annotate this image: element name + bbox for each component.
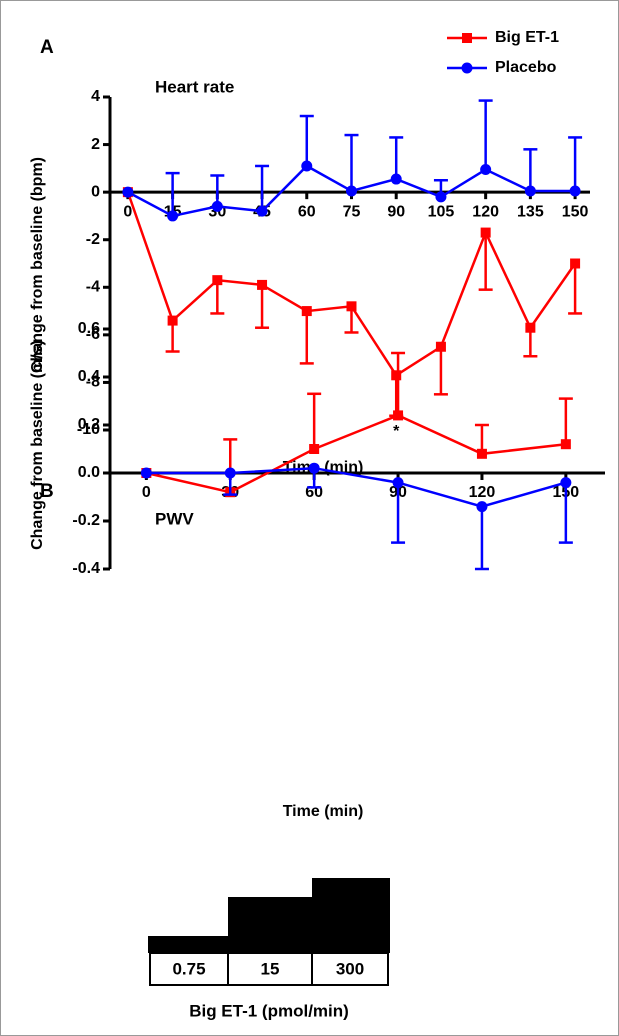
chart-title: PWV — [155, 509, 194, 528]
y-tick-label: 0 — [91, 183, 100, 200]
legend-marker — [462, 33, 472, 43]
marker — [167, 315, 178, 326]
marker — [301, 160, 313, 172]
y-tick-label: -0.4 — [72, 560, 100, 577]
y-tick-label: 0.6 — [78, 320, 100, 337]
marker — [435, 341, 446, 352]
series-line — [146, 466, 567, 508]
y-tick-label: 0.0 — [78, 464, 100, 481]
marker — [524, 185, 536, 197]
x-tick-label: 135 — [517, 203, 544, 220]
marker — [390, 173, 402, 185]
series — [122, 99, 583, 222]
y-axis-label: Change from baseline (bpm) — [29, 157, 46, 373]
marker — [211, 200, 223, 212]
y-tick-label: -4 — [86, 279, 100, 296]
x-tick-label: 60 — [298, 203, 316, 220]
x-tick-label: 90 — [387, 203, 405, 220]
dose-step — [312, 878, 390, 953]
dose-text: 300 — [336, 959, 364, 978]
marker — [393, 410, 404, 421]
y-tick-label: 2 — [91, 136, 100, 153]
chart-title: Heart rate — [155, 77, 234, 96]
dose-text: 15 — [261, 959, 280, 978]
marker — [560, 477, 572, 489]
y-tick-label: -10 — [77, 421, 100, 438]
y-tick-label: -2 — [86, 231, 100, 248]
marker — [167, 210, 179, 222]
x-tick-label: 0 — [142, 484, 151, 501]
series — [140, 462, 573, 571]
y-tick-label: 0.4 — [78, 368, 100, 385]
marker — [212, 275, 223, 286]
marker — [476, 448, 487, 459]
x-tick-label: 75 — [343, 203, 361, 220]
dose-box — [311, 952, 389, 986]
y-tick-label: -0.2 — [72, 512, 100, 529]
marker — [435, 191, 447, 203]
x-tick-label: 105 — [428, 203, 455, 220]
y-axis-label: Change from baseline (m/s) — [29, 340, 46, 550]
marker — [480, 164, 492, 176]
legend-marker — [461, 62, 473, 74]
dose-box — [149, 952, 229, 986]
marker — [560, 439, 571, 450]
dose-step — [228, 897, 312, 953]
marker — [569, 185, 581, 197]
x-tick-label: 120 — [472, 203, 499, 220]
marker — [308, 462, 320, 474]
marker — [391, 370, 402, 381]
dosing-diagram: 0.75 15 300 Big ET-1 (pmol/min) — [148, 878, 390, 1020]
dose-text: 0.75 — [172, 959, 205, 978]
marker — [309, 444, 320, 454]
annotation: * — [393, 423, 400, 440]
y-tick-label: 4 — [91, 88, 100, 105]
marker — [480, 227, 491, 238]
marker — [256, 205, 268, 217]
x-tick-label: 150 — [562, 203, 589, 220]
series-line — [146, 414, 566, 494]
marker — [140, 467, 152, 479]
dose-box — [227, 952, 313, 986]
y-tick-label: -6 — [86, 326, 100, 343]
marker — [301, 306, 312, 317]
panel-label: B — [40, 481, 54, 502]
marker — [345, 185, 357, 197]
series — [122, 187, 583, 417]
marker — [346, 301, 357, 312]
legend-label: Big ET-1 — [495, 29, 559, 46]
legend-label: Placebo — [495, 59, 557, 76]
marker — [476, 501, 488, 513]
y-tick-label: -8 — [86, 374, 100, 391]
x-axis-label: Time (min) — [283, 803, 364, 820]
marker — [525, 322, 536, 333]
panel-label: A — [40, 37, 54, 58]
marker — [570, 258, 581, 269]
y-tick-label: 0.2 — [78, 416, 100, 433]
x-tick-label: 0 — [123, 203, 132, 220]
marker — [122, 186, 134, 198]
marker — [257, 279, 268, 290]
dose-label: Big ET-1 (pmol/min) — [189, 1001, 349, 1020]
marker — [224, 467, 236, 479]
marker — [392, 477, 404, 489]
dose-step — [148, 936, 228, 953]
x-tick-label: 120 — [469, 484, 496, 501]
